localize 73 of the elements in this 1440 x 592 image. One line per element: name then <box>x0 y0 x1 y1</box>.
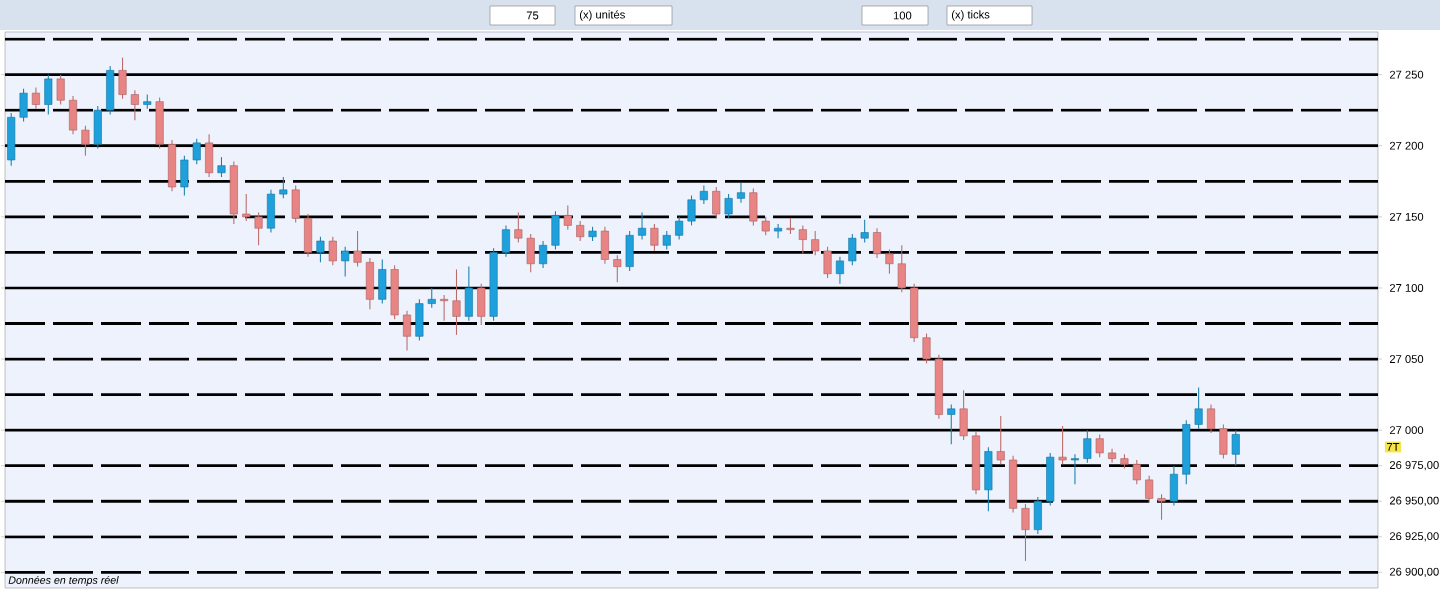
candlestick <box>1083 429 1092 464</box>
candlestick <box>885 249 894 275</box>
candlestick <box>279 176 288 199</box>
candlestick <box>56 74 65 106</box>
y-tick-label: 27 150 <box>1389 212 1424 221</box>
candlestick <box>514 212 523 243</box>
candlestick <box>662 230 671 251</box>
candlestick <box>761 216 770 236</box>
candlestick <box>699 185 708 205</box>
candlestick <box>1132 459 1141 485</box>
candlestick <box>1058 425 1067 465</box>
candlestick <box>1070 453 1079 485</box>
candlestick <box>254 212 263 246</box>
candlestick <box>675 216 684 241</box>
y-tick-label: 27 100 <box>1389 283 1424 292</box>
candlestick <box>217 156 226 178</box>
candlestick <box>192 138 201 165</box>
candlestick <box>452 268 461 336</box>
candlestick <box>1095 433 1104 458</box>
candlestick <box>440 294 449 322</box>
candlestick <box>798 224 807 255</box>
candlestick <box>242 193 251 222</box>
y-tick-label: 26 900,00 <box>1389 567 1439 577</box>
y-tick-label: 26 925,00 <box>1389 532 1439 542</box>
candlestick <box>1231 429 1240 467</box>
text: (x) ticks <box>951 10 990 21</box>
text: 75 <box>526 11 539 20</box>
candlestick <box>81 125 90 157</box>
candlestick <box>650 223 659 252</box>
candlestick <box>947 404 956 445</box>
annotation: Données en temps réel <box>8 575 119 587</box>
candlestick <box>130 89 139 121</box>
candlestick <box>860 219 869 243</box>
candlestick <box>501 224 510 258</box>
candlestick <box>736 182 745 204</box>
candlestick <box>1108 448 1117 464</box>
text: 7T <box>1387 443 1400 451</box>
candlestick <box>576 220 585 242</box>
candlestick <box>1157 493 1166 521</box>
candlestick <box>712 186 721 219</box>
candlestick <box>1194 386 1203 430</box>
candlestick <box>848 233 857 266</box>
candlestick <box>811 230 820 256</box>
text: (x) unités <box>579 10 625 21</box>
candlestick <box>341 246 350 278</box>
candlestick <box>427 287 436 309</box>
candlestick <box>1207 404 1216 434</box>
candlestick <box>563 204 572 231</box>
candlestick <box>403 310 412 352</box>
y-tick-label: 27 200 <box>1389 141 1424 150</box>
candlestick <box>353 230 362 268</box>
candlestick <box>328 236 337 266</box>
y-tick-label: 27 000 <box>1389 426 1424 435</box>
candlestick <box>638 212 647 241</box>
candlestick <box>823 246 832 279</box>
candlestick <box>724 193 733 219</box>
y-tick-label: 26 950,00 <box>1389 496 1439 506</box>
y-tick-label: 27 050 <box>1389 355 1424 364</box>
candlestick <box>687 194 696 226</box>
candlestick <box>835 256 844 285</box>
candlestick <box>1145 475 1154 504</box>
candlestick <box>922 332 931 364</box>
y-tick-label: 27 250 <box>1389 70 1424 79</box>
candlestick <box>539 240 548 269</box>
candlestick <box>873 227 882 259</box>
candlestick <box>31 86 40 110</box>
y-tick-label: 26 975,00 <box>1389 461 1439 471</box>
text: 100 <box>893 11 912 20</box>
candlestick <box>1021 503 1030 562</box>
candlestick <box>613 254 622 283</box>
candlestick <box>316 236 325 263</box>
candlestick <box>774 223 783 239</box>
candlestick <box>996 415 1005 465</box>
